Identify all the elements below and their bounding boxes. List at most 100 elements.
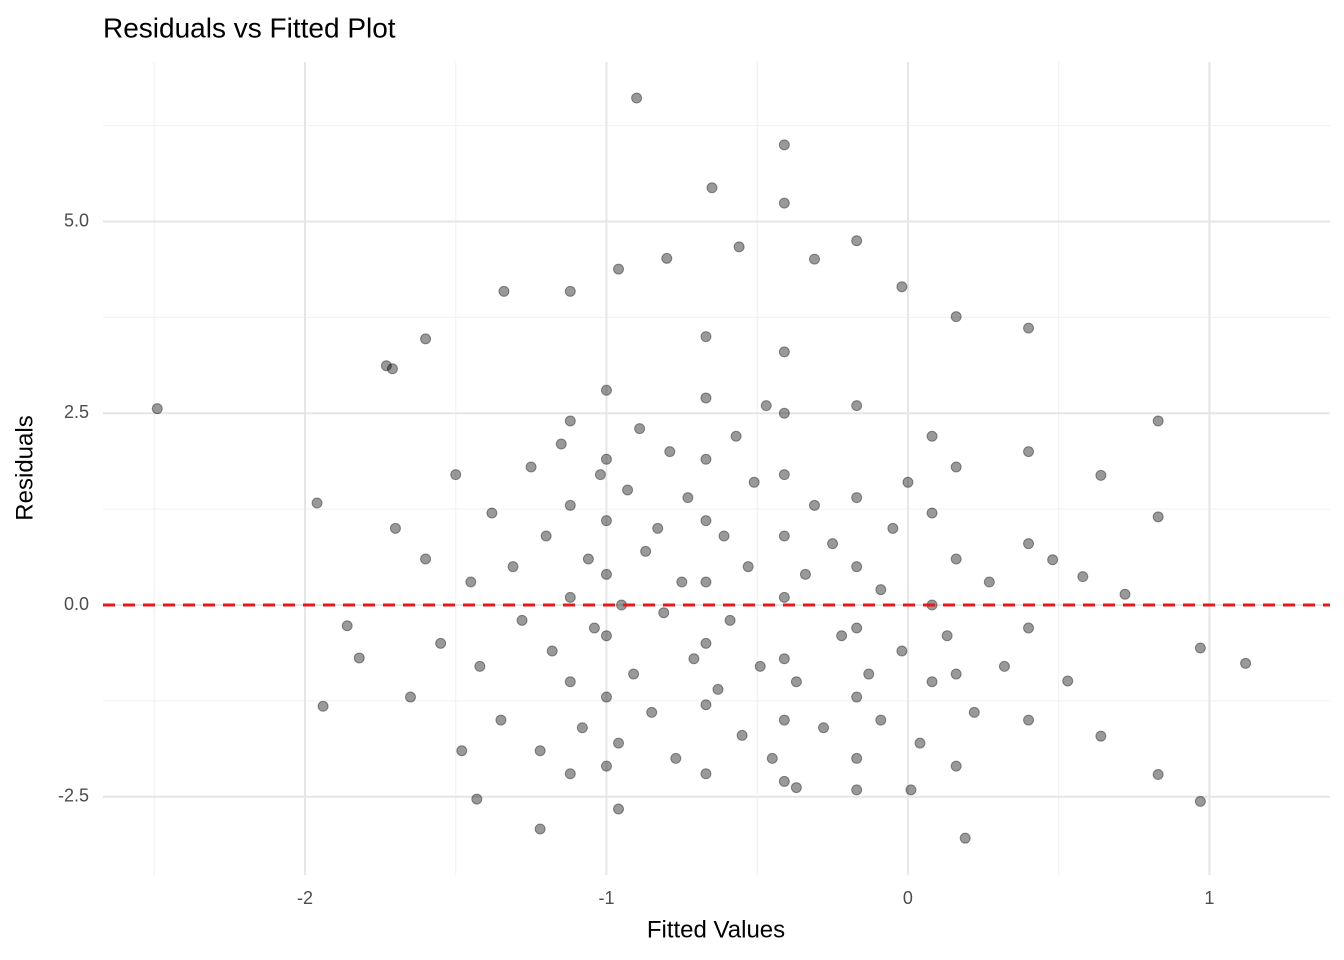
point [576, 722, 588, 734]
point [818, 722, 830, 734]
point [564, 499, 576, 511]
point [600, 515, 612, 527]
point [151, 403, 163, 415]
point [950, 668, 962, 680]
point [941, 630, 953, 642]
point [968, 706, 980, 718]
point [950, 553, 962, 565]
point [317, 700, 329, 712]
point [875, 714, 887, 726]
point [887, 522, 899, 534]
point [836, 630, 848, 642]
x-tick-label: 0 [903, 888, 913, 908]
point [380, 360, 392, 372]
point [498, 285, 510, 297]
point [682, 492, 694, 504]
point [600, 568, 612, 580]
point [1240, 657, 1252, 669]
point [564, 285, 576, 297]
point [1023, 446, 1035, 458]
point [790, 782, 802, 794]
point [405, 691, 417, 703]
point [700, 331, 712, 343]
point [640, 545, 652, 557]
point [778, 197, 790, 209]
point [1077, 571, 1089, 583]
point [808, 253, 820, 265]
point [1023, 622, 1035, 634]
point [628, 668, 640, 680]
point [827, 538, 839, 550]
point [474, 660, 486, 672]
grid [103, 62, 1330, 875]
point [471, 793, 483, 805]
point [450, 469, 462, 481]
point [564, 591, 576, 603]
point [959, 832, 971, 844]
point [534, 823, 546, 835]
point [851, 492, 863, 504]
point [465, 576, 477, 588]
point [808, 499, 820, 511]
point [600, 760, 612, 772]
point [926, 676, 938, 688]
point [700, 453, 712, 465]
point [766, 752, 778, 764]
point [688, 653, 700, 665]
point [998, 660, 1010, 672]
point [1152, 769, 1164, 781]
point [778, 530, 790, 542]
point [516, 614, 528, 626]
point [353, 652, 365, 664]
point [613, 263, 625, 275]
point [724, 614, 736, 626]
point [507, 561, 519, 573]
point [748, 476, 760, 488]
point [778, 346, 790, 358]
point [851, 400, 863, 412]
point [564, 768, 576, 780]
y-axis-title: Residuals [11, 415, 38, 520]
point [564, 676, 576, 688]
point [778, 591, 790, 603]
point [706, 182, 718, 194]
point [495, 714, 507, 726]
point [905, 784, 917, 796]
point [420, 333, 432, 345]
point [664, 446, 676, 458]
point [389, 522, 401, 534]
point [778, 469, 790, 481]
point [670, 752, 682, 764]
point [1062, 675, 1074, 687]
point [613, 803, 625, 815]
point [600, 691, 612, 703]
point [926, 430, 938, 442]
point [700, 768, 712, 780]
point [778, 407, 790, 419]
point [700, 515, 712, 527]
point [700, 576, 712, 588]
point [896, 645, 908, 657]
point [311, 497, 323, 509]
point [754, 660, 766, 672]
point [341, 620, 353, 632]
point [851, 561, 863, 573]
point [851, 752, 863, 764]
point [896, 281, 908, 293]
point [1095, 469, 1107, 481]
point [613, 737, 625, 749]
y-tick-label: 2.5 [64, 402, 89, 422]
point [534, 745, 546, 757]
point [851, 235, 863, 247]
point [661, 252, 673, 264]
point [778, 139, 790, 151]
point [1194, 795, 1206, 807]
point [600, 453, 612, 465]
point [733, 241, 745, 253]
point [1023, 538, 1035, 550]
x-axis-title: Fitted Values [647, 916, 785, 943]
point [760, 400, 772, 412]
point [1152, 511, 1164, 523]
point [902, 476, 914, 488]
